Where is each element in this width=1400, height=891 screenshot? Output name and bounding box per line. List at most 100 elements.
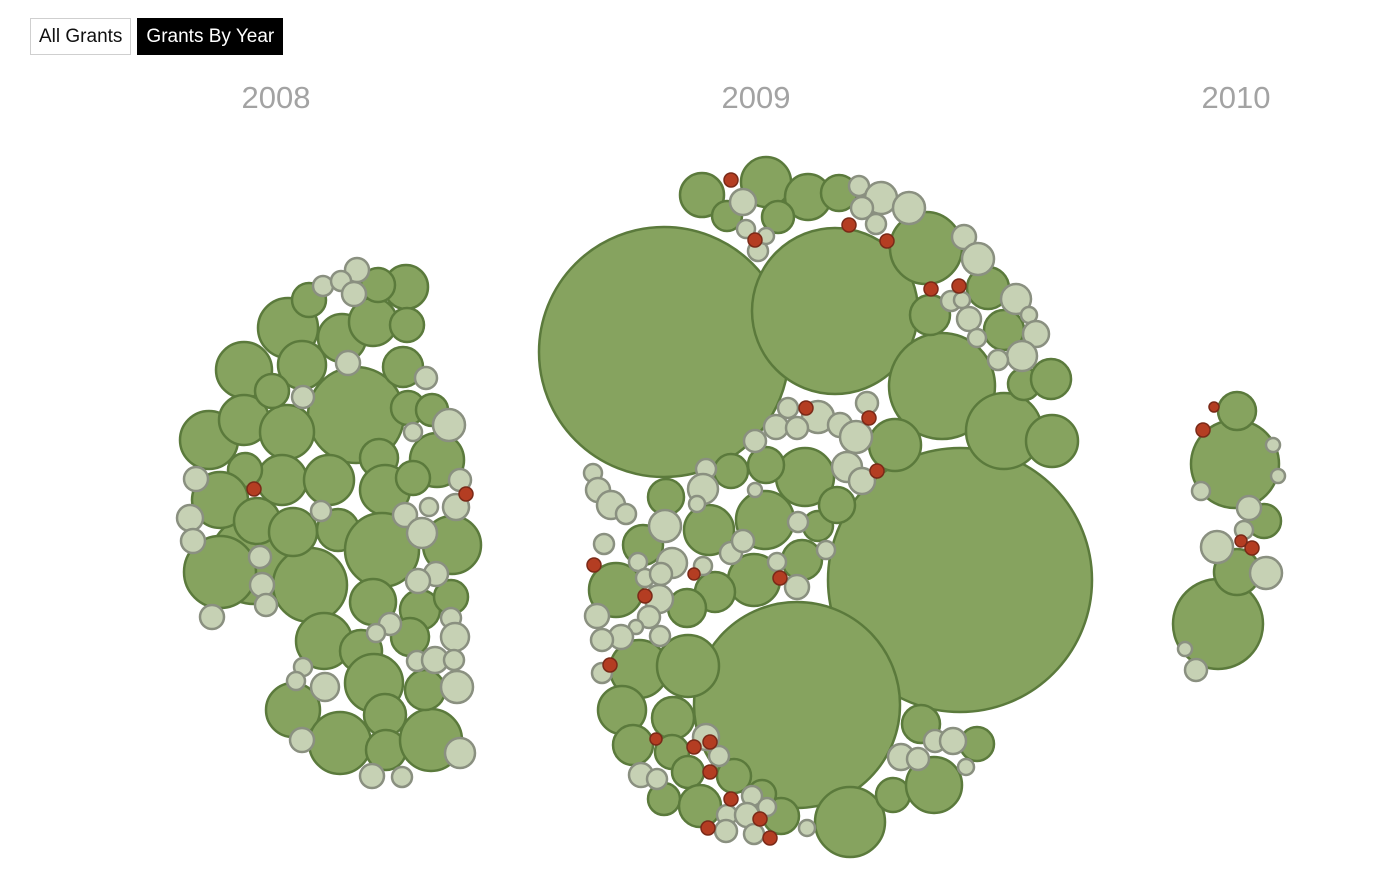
grant-bubble[interactable] <box>815 539 837 561</box>
grant-bubble[interactable] <box>443 736 477 770</box>
grant-bubble[interactable] <box>418 496 440 518</box>
grant-bubble[interactable] <box>728 187 758 217</box>
grant-bubble[interactable] <box>340 280 368 308</box>
grant-bubble[interactable] <box>713 818 739 844</box>
grant-bubble[interactable] <box>247 544 273 570</box>
grant-bubble[interactable] <box>1216 390 1258 432</box>
grant-bubble[interactable] <box>1029 357 1073 401</box>
grant-bubble[interactable] <box>849 195 875 221</box>
grant-bubble[interactable] <box>784 415 810 441</box>
grant-bubble[interactable] <box>637 588 653 604</box>
grant-bubble[interactable] <box>403 668 447 712</box>
grant-bubble[interactable] <box>611 723 655 767</box>
grant-bubble[interactable] <box>636 604 662 630</box>
grant-bubble[interactable] <box>290 384 316 410</box>
grant-bubble[interactable] <box>772 570 788 586</box>
grant-bubble[interactable] <box>439 621 471 653</box>
grant-bubble[interactable] <box>766 551 788 573</box>
grant-bubble[interactable] <box>1199 529 1235 565</box>
grant-bubble[interactable] <box>776 396 800 420</box>
grant-bubble[interactable] <box>838 419 874 455</box>
grant-bubble[interactable] <box>742 822 766 846</box>
grant-bubble[interactable] <box>813 785 887 859</box>
grant-bubble[interactable] <box>334 349 362 377</box>
grant-bubble[interactable] <box>365 622 387 644</box>
grant-bubble[interactable] <box>175 503 205 533</box>
grant-bubble[interactable] <box>817 485 857 525</box>
grant-bubble[interactable] <box>309 671 341 703</box>
grant-bubble[interactable] <box>686 739 702 755</box>
grant-bubble[interactable] <box>390 765 414 789</box>
grant-bubble[interactable] <box>879 233 895 249</box>
grant-bubble[interactable] <box>760 199 796 235</box>
all-grants-button[interactable]: All Grants <box>30 18 132 55</box>
grant-bubble[interactable] <box>267 506 319 558</box>
grant-bubble[interactable] <box>1244 540 1260 556</box>
grant-bubble[interactable] <box>786 510 810 534</box>
grant-bubble[interactable] <box>648 561 674 587</box>
grant-bubble[interactable] <box>707 744 731 768</box>
grant-bubble[interactable] <box>391 501 419 529</box>
grant-bubble[interactable] <box>999 282 1033 316</box>
grant-bubble[interactable] <box>762 413 790 441</box>
grant-bubble[interactable] <box>955 305 983 333</box>
grant-bubble[interactable] <box>439 669 475 705</box>
grant-bubble[interactable] <box>253 372 291 410</box>
grant-bubble[interactable] <box>285 670 307 692</box>
grant-bubble[interactable] <box>678 171 726 219</box>
grant-bubble[interactable] <box>302 453 356 507</box>
grant-bubble[interactable] <box>404 567 432 595</box>
grant-bubble[interactable] <box>1248 555 1284 591</box>
grant-bubble[interactable] <box>687 567 701 581</box>
grant-bubble[interactable] <box>952 290 972 310</box>
grant-bubble[interactable] <box>762 830 778 846</box>
grant-bubble[interactable] <box>179 527 207 555</box>
grant-bubble[interactable] <box>960 241 996 277</box>
grant-bubble[interactable] <box>841 217 857 233</box>
grant-bubble[interactable] <box>589 627 615 653</box>
grant-bubble[interactable] <box>253 592 279 618</box>
grant-bubble[interactable] <box>723 172 739 188</box>
grant-bubble[interactable] <box>797 818 817 838</box>
grant-bubble[interactable] <box>677 783 723 829</box>
grant-bubble[interactable] <box>966 327 988 349</box>
grant-bubble[interactable] <box>938 726 968 756</box>
grant-bubble[interactable] <box>730 528 756 554</box>
grant-bubble[interactable] <box>647 508 683 544</box>
grant-bubble[interactable] <box>861 410 877 426</box>
grant-bubble[interactable] <box>309 499 333 523</box>
grant-bubble[interactable] <box>602 657 618 673</box>
grant-bubble[interactable] <box>258 403 316 461</box>
grant-bubble[interactable] <box>723 791 739 807</box>
grant-bubble[interactable] <box>648 624 672 648</box>
grant-bubble[interactable] <box>255 453 309 507</box>
grant-bubble[interactable] <box>1234 534 1248 548</box>
grant-bubble[interactable] <box>388 306 426 344</box>
grant-bubble[interactable] <box>923 281 939 297</box>
grant-bubble[interactable] <box>649 732 663 746</box>
grant-bubble[interactable] <box>747 232 763 248</box>
grant-bubble[interactable] <box>1195 422 1211 438</box>
grant-bubble[interactable] <box>783 573 811 601</box>
grant-bubble[interactable] <box>798 400 814 416</box>
grant-bubble[interactable] <box>905 746 931 772</box>
grant-bubble[interactable] <box>670 754 706 790</box>
grant-bubble[interactable] <box>682 503 736 557</box>
grant-bubble[interactable] <box>586 557 602 573</box>
grant-bubble[interactable] <box>702 734 718 750</box>
grant-bubble[interactable] <box>869 463 885 479</box>
grant-bubble[interactable] <box>288 726 316 754</box>
grant-bubble[interactable] <box>951 278 967 294</box>
grant-bubble[interactable] <box>1208 401 1220 413</box>
grant-bubble[interactable] <box>956 757 976 777</box>
grant-bubble[interactable] <box>583 602 611 630</box>
grant-bubble[interactable] <box>1024 413 1080 469</box>
grant-bubble[interactable] <box>867 417 923 473</box>
grant-bubble[interactable] <box>891 190 927 226</box>
grant-bubble[interactable] <box>735 218 757 240</box>
grant-bubble[interactable] <box>752 811 768 827</box>
grant-bubble[interactable] <box>1183 657 1209 683</box>
grant-bubble[interactable] <box>198 603 226 631</box>
grant-bubble[interactable] <box>402 421 424 443</box>
grant-bubble[interactable] <box>1176 640 1194 658</box>
